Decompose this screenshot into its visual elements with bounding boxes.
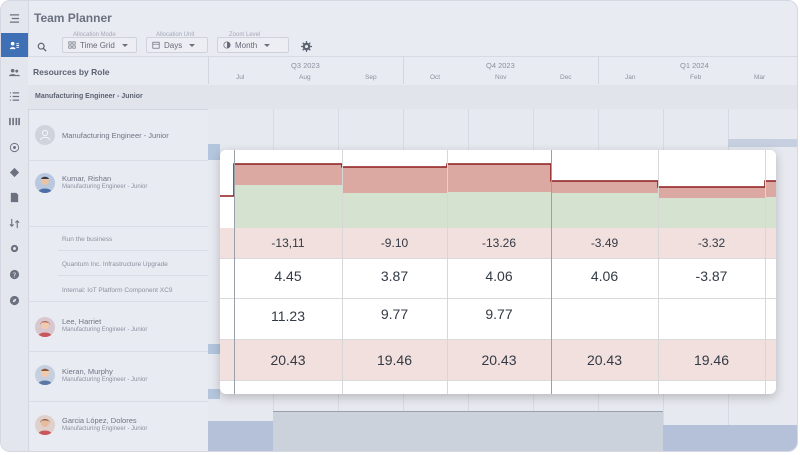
- quarter-label: Q1 2024: [680, 61, 709, 70]
- resource-role: Manufacturing Engineer - Junior: [62, 327, 148, 333]
- value-cell: 20.43: [586, 352, 623, 368]
- collapse-menu-icon[interactable]: [1, 7, 28, 29]
- month-label: Jul: [236, 74, 245, 81]
- value-cell: -3.87: [695, 268, 728, 284]
- value-cell: -9.10: [380, 236, 409, 250]
- capacity-chart: [220, 150, 776, 228]
- value-cell: 9.77: [485, 306, 513, 322]
- zoom-icon: [223, 41, 231, 49]
- value-cell: 11.23: [271, 308, 305, 324]
- task-name[interactable]: Quantum Inc. Infrastructure Upgrade: [62, 261, 168, 268]
- task-name[interactable]: Internal: IoT Platform Component XC9: [62, 287, 173, 294]
- avatar: [35, 365, 55, 385]
- value-cell: -13.26: [481, 236, 517, 250]
- allocation-row: [220, 258, 776, 298]
- chevron-down-icon: [264, 43, 271, 47]
- avatar: [35, 415, 55, 435]
- quarter-label: Q4 2023: [486, 61, 515, 70]
- calendar-icon: [152, 41, 160, 49]
- allocation-mode-select[interactable]: Time Grid: [62, 37, 137, 53]
- month-label: Jan: [625, 74, 636, 81]
- help-icon[interactable]: ?: [1, 263, 28, 285]
- value-cell: 19.46: [693, 352, 730, 368]
- month-label: Aug: [299, 74, 311, 81]
- quarter-label: Q3 2023: [291, 61, 320, 70]
- resource-name[interactable]: Garcia López, Dolores: [62, 416, 137, 425]
- value-cell: 4.06: [485, 268, 513, 284]
- svg-text:?: ?: [13, 270, 17, 279]
- page-title: Team Planner: [34, 11, 112, 25]
- month-label: Nov: [495, 74, 507, 81]
- settings-gear-icon[interactable]: [301, 39, 312, 57]
- task-name[interactable]: Run the business: [62, 236, 113, 243]
- resource-name[interactable]: Kieran, Murphy: [62, 367, 113, 376]
- resources-by-role-title: Resources by Role: [33, 67, 110, 77]
- zoom-level-label: Zoom Level: [229, 32, 261, 38]
- role-group-header[interactable]: Manufacturing Engineer - Junior: [28, 85, 797, 110]
- chevron-down-icon: [189, 43, 196, 47]
- avatar: [35, 125, 55, 145]
- grid-icon: [68, 41, 76, 49]
- variance-row: [220, 228, 776, 258]
- tag-icon[interactable]: [1, 161, 28, 183]
- list-icon[interactable]: [1, 85, 28, 107]
- zoom-level-select[interactable]: Month: [217, 37, 289, 53]
- month-label: Sep: [365, 74, 377, 81]
- team-icon[interactable]: [1, 61, 28, 83]
- resource-name[interactable]: Kumar, Rishan: [62, 174, 112, 183]
- resource-name[interactable]: Manufacturing Engineer - Junior: [62, 131, 169, 140]
- left-icon-rail: ?: [1, 1, 29, 451]
- value-cell: 9.77: [380, 306, 409, 322]
- value-cell: 4.45: [274, 268, 302, 284]
- zoom-level-value: Month: [235, 40, 258, 50]
- month-label: Oct: [430, 74, 441, 81]
- value-cell: 3.87: [380, 268, 409, 284]
- resource-role: Manufacturing Engineer - Junior: [62, 184, 148, 190]
- total-row: [220, 340, 776, 380]
- resources-icon[interactable]: [1, 33, 28, 57]
- role-group-label: Manufacturing Engineer - Junior: [35, 93, 143, 100]
- value-cell: 19.46: [376, 352, 413, 368]
- allocation-mode-label: Allocation Mode: [73, 32, 116, 38]
- value-cell: 20.43: [481, 352, 517, 368]
- compass-icon[interactable]: [1, 289, 28, 311]
- month-label: Feb: [690, 74, 702, 81]
- value-cell: 4.06: [590, 268, 619, 284]
- allocation-mode-value: Time Grid: [80, 40, 115, 50]
- target-icon[interactable]: [1, 136, 28, 158]
- month-label: Dec: [560, 74, 572, 81]
- avatar: [35, 173, 55, 193]
- month-label: Mar: [754, 74, 766, 81]
- columns-icon[interactable]: [1, 110, 28, 132]
- resource-role: Manufacturing Engineer - Junior: [62, 377, 148, 383]
- search-icon[interactable]: [37, 39, 47, 57]
- value-cell: -3.49: [590, 236, 619, 250]
- avatar: [35, 317, 55, 337]
- allocation-row: [220, 298, 776, 338]
- settings-icon[interactable]: [1, 237, 28, 259]
- allocation-detail-popup: -13,11 -9.10 -13.26 -3.49 -3.32 4.45 3.8…: [220, 150, 776, 394]
- transfer-icon[interactable]: [1, 212, 28, 234]
- resource-name[interactable]: Lee, Harriet: [62, 317, 102, 326]
- chevron-down-icon: [121, 43, 128, 47]
- resource-role: Manufacturing Engineer - Junior: [62, 426, 148, 432]
- allocation-unit-select[interactable]: Days: [146, 37, 208, 53]
- value-cell: -3.32: [697, 236, 726, 250]
- allocation-unit-value: Days: [164, 40, 183, 50]
- document-icon[interactable]: [1, 186, 28, 208]
- value-cell: 20.43: [270, 352, 306, 368]
- allocation-unit-label: Allocation Unit: [156, 32, 195, 38]
- value-cell: -13,11: [271, 236, 305, 250]
